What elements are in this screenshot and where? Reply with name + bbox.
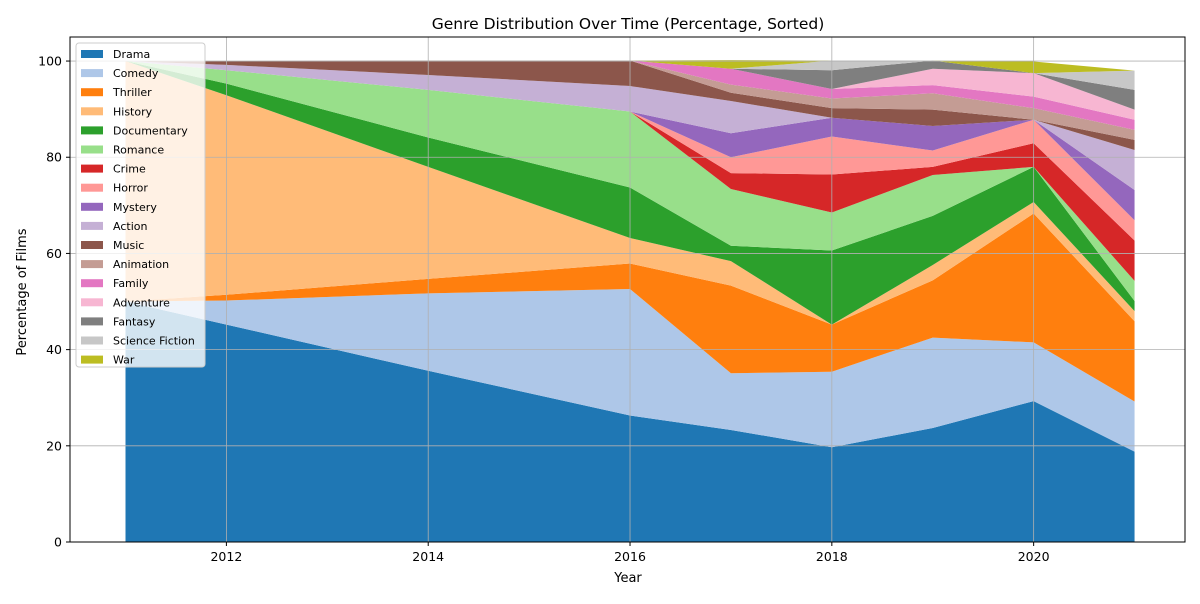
legend-swatch-music <box>81 241 103 249</box>
y-tick-label: 0 <box>54 535 62 550</box>
legend-swatch-family <box>81 279 103 288</box>
legend-label-history: History <box>113 105 153 118</box>
y-axis-ticks: 0 20 40 60 80 100 <box>38 54 70 550</box>
legend-swatch-crime <box>81 164 103 173</box>
legend-box <box>75 42 206 368</box>
legend-swatch-romance <box>81 145 103 154</box>
legend-swatch-history <box>81 107 103 116</box>
legend-label-war: War <box>113 354 135 367</box>
legend-label-thriller: Thriller <box>112 86 152 99</box>
x-tick-label: 2020 <box>1018 549 1050 564</box>
area-crime <box>125 61 1135 281</box>
x-axis-ticks: 2012 2014 2016 2018 2020 <box>210 542 1050 564</box>
legend-label-horror: Horror <box>113 182 148 195</box>
legend-label-comedy: Comedy <box>113 67 159 80</box>
legend-swatch-adventure <box>81 298 103 307</box>
legend-swatch-science-fiction <box>81 336 103 345</box>
legend-label-science-fiction: Science Fiction <box>113 335 195 348</box>
y-axis-label: Percentage of Films <box>15 228 30 355</box>
y-tick-label: 20 <box>46 438 62 453</box>
area-animation <box>125 60 1135 140</box>
legend-swatch-documentary <box>81 126 103 135</box>
legend-label-music: Music <box>113 239 144 252</box>
y-tick-label: 40 <box>46 342 62 357</box>
legend: Drama Comedy Thriller History Documentary Rom… <box>75 42 206 368</box>
x-axis-label: Year <box>613 571 642 586</box>
legend-label-action: Action <box>113 220 147 233</box>
area-thriller <box>125 213 1135 402</box>
legend-swatch-war <box>81 355 103 364</box>
legend-swatch-fantasy <box>81 317 103 326</box>
legend-swatch-thriller <box>81 88 103 97</box>
area-history <box>125 61 1135 325</box>
area-horror <box>125 61 1135 241</box>
legend-swatch-horror <box>81 183 103 192</box>
legend-label-documentary: Documentary <box>113 124 188 137</box>
area-mystery <box>125 61 1135 221</box>
legend-label-romance: Romance <box>113 144 164 157</box>
legend-label-adventure: Adventure <box>113 296 170 309</box>
x-tick-label: 2012 <box>210 549 242 564</box>
legend-label-crime: Crime <box>113 163 146 176</box>
legend-label-family: Family <box>113 277 149 290</box>
y-tick-label: 80 <box>46 150 62 165</box>
plot-frame <box>69 36 1186 543</box>
legend-label-animation: Animation <box>113 258 169 271</box>
y-tick-label: 60 <box>46 246 62 261</box>
x-tick-label: 2014 <box>412 549 444 564</box>
chart-title: Genre Distribution Over Time (Percentage… <box>432 15 825 33</box>
legend-swatch-comedy <box>81 69 103 78</box>
legend-label-fantasy: Fantasy <box>113 315 156 328</box>
area-fantasy <box>125 60 1135 110</box>
legend-swatch-animation <box>81 260 103 269</box>
y-tick-label: 100 <box>38 54 62 69</box>
legend-swatch-drama <box>81 50 103 58</box>
legend-label-drama: Drama <box>113 48 150 61</box>
x-tick-label: 2016 <box>614 549 646 564</box>
legend-swatch-action <box>81 221 103 230</box>
legend-label-mystery: Mystery <box>113 201 157 214</box>
legend-swatch-mystery <box>81 202 103 211</box>
x-tick-label: 2018 <box>816 549 848 564</box>
